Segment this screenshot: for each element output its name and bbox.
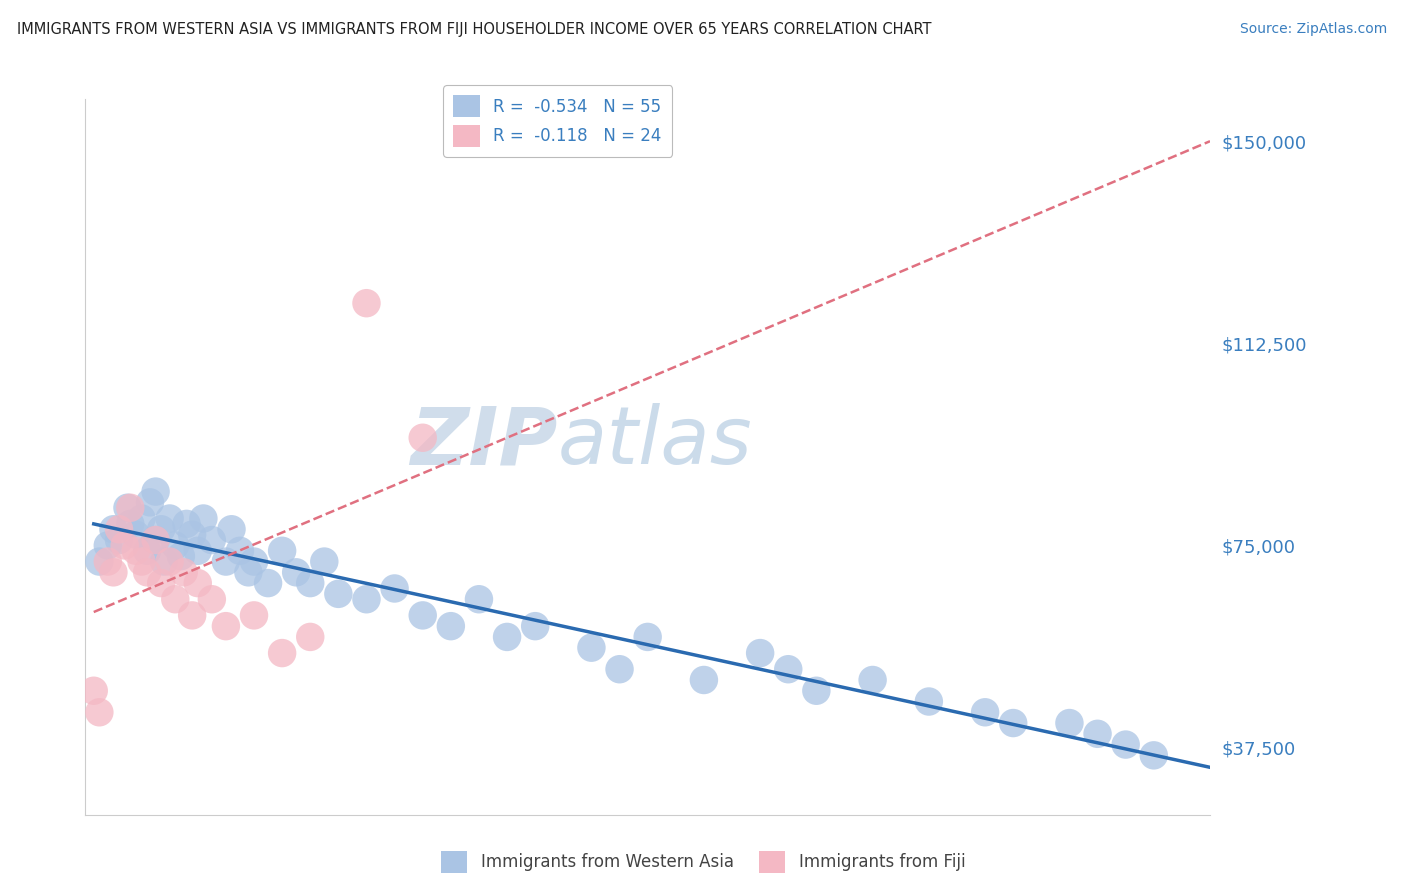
Point [103,522,125,536]
Point [243,608,266,623]
Point [1115,738,1137,752]
Point [974,706,997,720]
Text: atlas: atlas [558,403,752,482]
Point [637,630,659,644]
Point [120,500,142,515]
Point [918,694,941,708]
Point [299,630,322,644]
Point [238,566,260,580]
Point [165,592,187,607]
Point [285,566,308,580]
Point [314,555,336,569]
Point [131,511,153,525]
Point [862,673,884,687]
Point [215,555,238,569]
Point [1087,727,1109,741]
Point [356,592,378,607]
Point [243,555,266,569]
Point [176,516,198,531]
Point [120,516,142,531]
Point [440,619,463,633]
Point [1002,716,1025,731]
Point [117,500,139,515]
Point [1143,748,1166,763]
Point [136,543,159,558]
Point [581,640,603,655]
Point [215,619,238,633]
Point [356,296,378,310]
Point [89,706,111,720]
Point [257,576,280,591]
Point [1059,716,1081,731]
Point [165,538,187,552]
Point [496,630,519,644]
Point [201,533,224,547]
Point [145,533,167,547]
Point [159,511,181,525]
Text: IMMIGRANTS FROM WESTERN ASIA VS IMMIGRANTS FROM FIJI HOUSEHOLDER INCOME OVER 65 : IMMIGRANTS FROM WESTERN ASIA VS IMMIGRAN… [17,22,931,37]
Point [125,527,148,541]
Point [524,619,547,633]
Point [201,592,224,607]
Point [328,587,350,601]
Point [108,522,131,536]
Point [170,549,193,564]
Text: Source: ZipAtlas.com: Source: ZipAtlas.com [1240,22,1388,37]
Point [150,576,173,591]
Legend: R =  -0.534   N = 55, R =  -0.118   N = 24: R = -0.534 N = 55, R = -0.118 N = 24 [443,86,672,157]
Point [778,662,800,676]
Point [89,555,111,569]
Point [97,555,120,569]
Point [693,673,716,687]
Point [136,566,159,580]
Point [125,543,148,558]
Point [271,646,294,660]
Point [139,495,162,509]
Point [181,608,204,623]
Point [271,543,294,558]
Point [83,683,105,698]
Point [299,576,322,591]
Point [97,538,120,552]
Point [193,511,215,525]
Point [412,431,434,445]
Point [159,555,181,569]
Legend: Immigrants from Western Asia, Immigrants from Fiji: Immigrants from Western Asia, Immigrants… [434,845,972,880]
Point [145,533,167,547]
Point [103,566,125,580]
Point [145,484,167,499]
Point [173,566,195,580]
Point [187,543,209,558]
Point [749,646,772,660]
Point [131,555,153,569]
Point [384,582,406,596]
Point [150,522,173,536]
Point [181,527,204,541]
Point [221,522,243,536]
Point [609,662,631,676]
Point [468,592,491,607]
Text: ZIP: ZIP [411,403,558,482]
Point [108,533,131,547]
Point [806,683,828,698]
Point [187,576,209,591]
Point [114,538,136,552]
Point [412,608,434,623]
Point [153,555,176,569]
Point [229,543,252,558]
